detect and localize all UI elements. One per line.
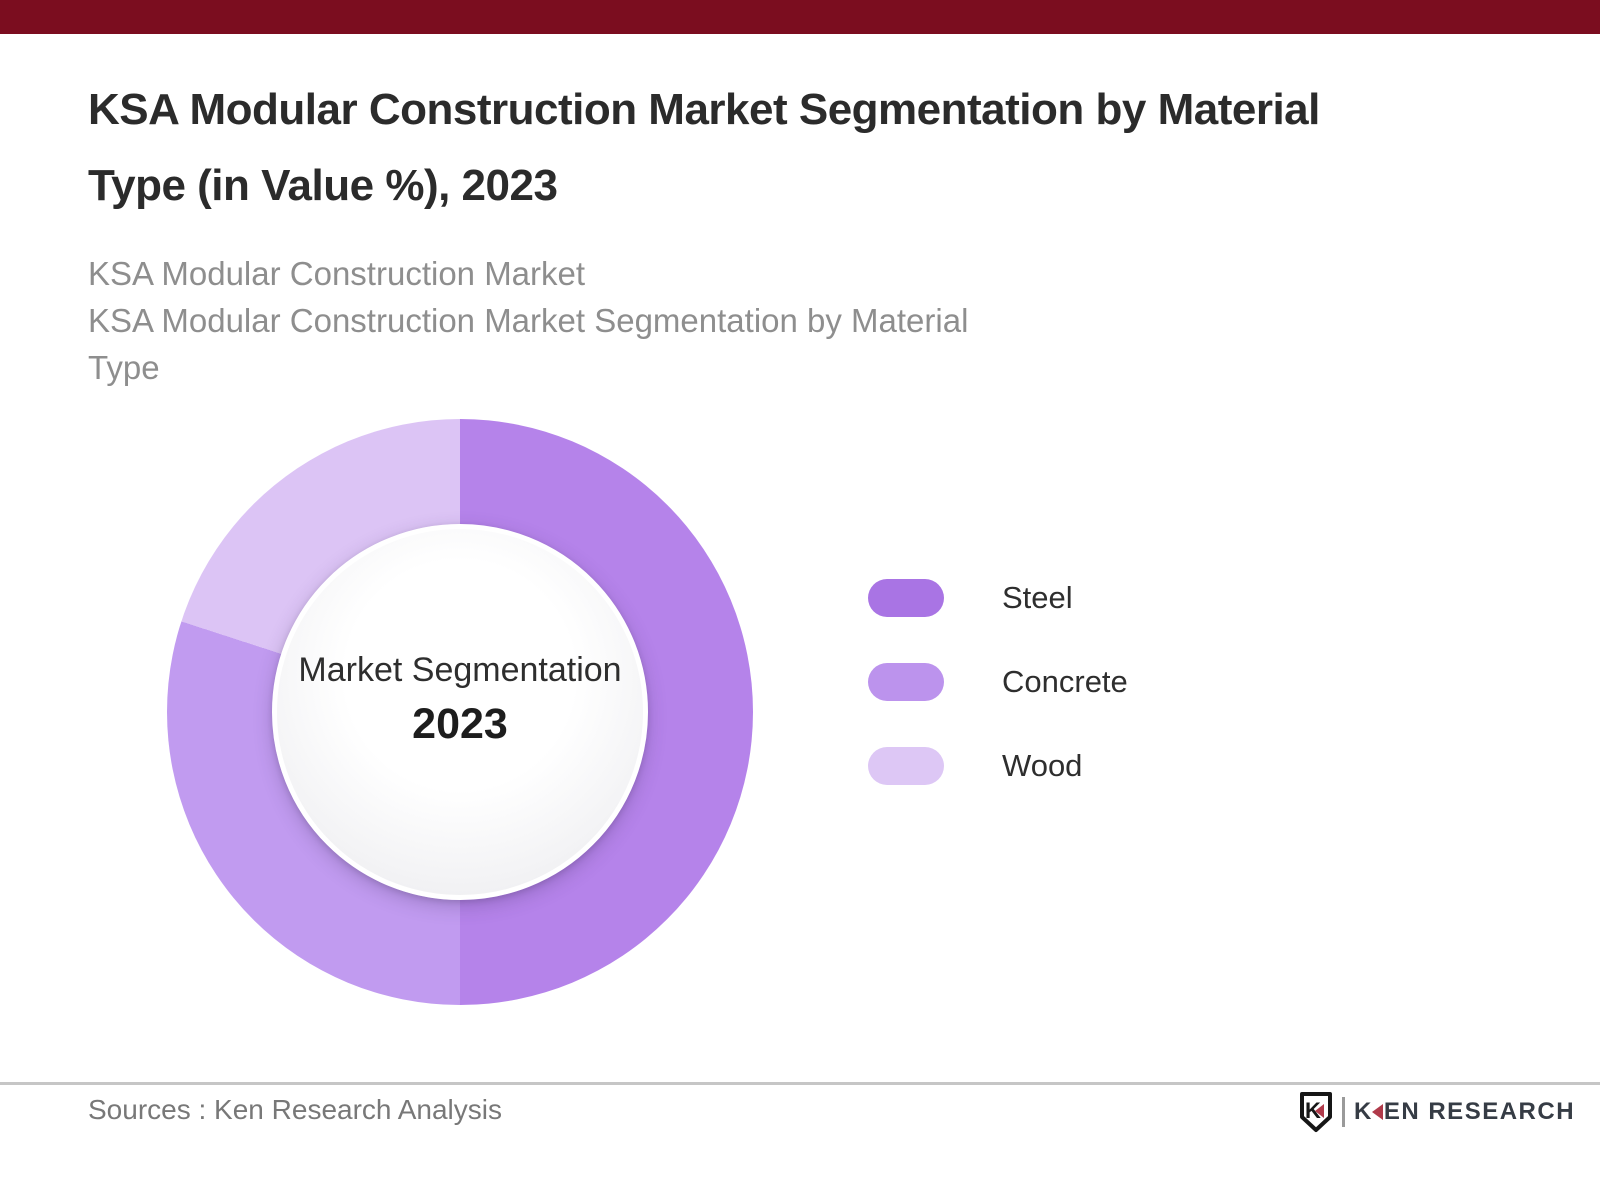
legend-item-concrete: Concrete: [868, 663, 1128, 701]
donut-center-year: 2023: [412, 700, 508, 748]
legend: Steel Concrete Wood: [868, 579, 1128, 785]
legend-item-steel: Steel: [868, 579, 1128, 617]
logo-red-arrow-icon: [1371, 1104, 1383, 1120]
legend-swatch: [868, 663, 944, 701]
logo-wordmark-rest: EN RESEARCH: [1383, 1098, 1576, 1125]
donut-hole: Market Segmentation 2023: [272, 524, 648, 900]
page-title: KSA Modular Construction Market Segmenta…: [88, 72, 1320, 224]
page-subtitle: KSA Modular Construction Market KSA Modu…: [88, 250, 968, 391]
legend-label: Wood: [1002, 748, 1083, 783]
donut-center-text: Market Segmentation 2023: [298, 651, 621, 749]
legend-swatch: [868, 579, 944, 617]
legend-label: Steel: [1002, 580, 1073, 615]
subtitle-line: KSA Modular Construction Market Segmenta…: [88, 302, 969, 339]
sources-text: Sources : Ken Research Analysis: [88, 1094, 502, 1125]
logo-shield-icon: K: [1300, 1092, 1332, 1132]
footer-divider: [0, 1082, 1600, 1085]
logo-wordmark: K EN RESEARCH: [1354, 1098, 1575, 1126]
logo-wordmark-k: K: [1354, 1098, 1373, 1125]
logo-separator: [1342, 1097, 1345, 1127]
subtitle-line: Type: [88, 349, 160, 386]
page-title-line: Type (in Value %), 2023: [88, 161, 558, 210]
donut-chart: Market Segmentation 2023: [167, 419, 753, 1005]
legend-label: Concrete: [1002, 664, 1128, 699]
ken-research-logo: K K EN RESEARCH: [1298, 1088, 1575, 1136]
svg-text:K: K: [1305, 1098, 1321, 1123]
page-title-line: KSA Modular Construction Market Segmenta…: [88, 85, 1320, 134]
legend-swatch: [868, 747, 944, 785]
top-brand-bar: [0, 0, 1600, 34]
subtitle-line: KSA Modular Construction Market: [88, 255, 586, 292]
legend-item-wood: Wood: [868, 747, 1128, 785]
donut-center-label: Market Segmentation: [298, 651, 622, 689]
